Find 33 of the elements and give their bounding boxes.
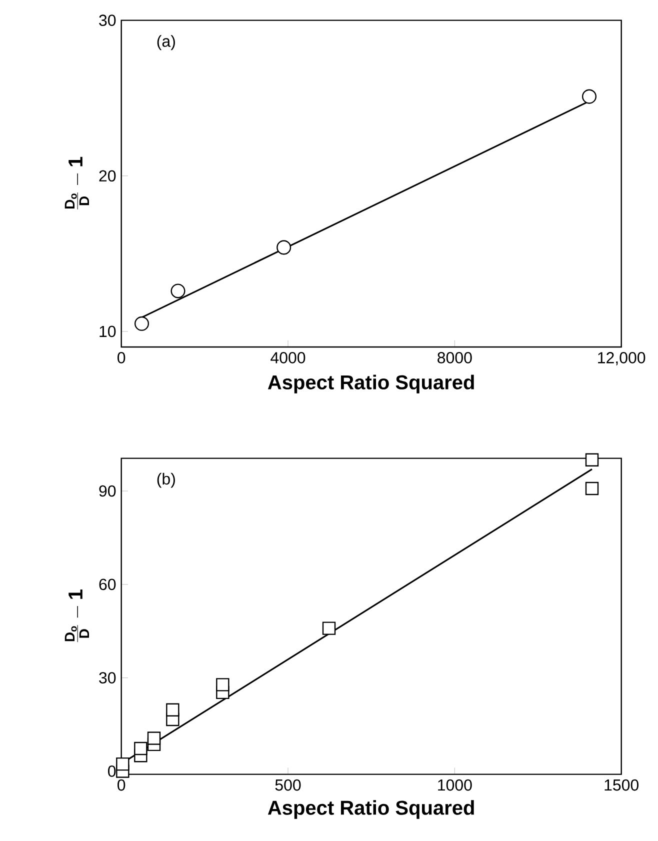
y-tick-label: 30	[99, 672, 116, 684]
annotation: (b)	[157, 472, 175, 488]
point	[116, 757, 130, 771]
point	[585, 453, 599, 466]
point	[216, 678, 230, 692]
y-tick-label: 10	[100, 326, 116, 338]
point	[134, 742, 148, 756]
x-tick-label: 0	[118, 779, 126, 791]
x-tick-label: 8000	[438, 352, 472, 364]
x-tick-label: 4000	[270, 352, 306, 364]
y-axis-title: $\mathbf{\frac{D_o}{D} - 1}$	[64, 156, 90, 210]
x-tick-label: 1500	[604, 779, 639, 791]
x-tick-label: 1000	[438, 779, 472, 791]
y-tick-label: 60	[99, 578, 116, 590]
x-tick-label: 500	[275, 779, 301, 791]
point	[585, 482, 599, 496]
point	[147, 732, 161, 745]
x-tick-label: 12,000	[598, 352, 646, 366]
point	[582, 89, 597, 104]
y-tick-label: 90	[99, 485, 116, 497]
x-tick-label: 0	[118, 352, 126, 364]
x-axis-title: Aspect Ratio Squared	[268, 374, 474, 394]
y-axis-title: $\mathbf{\frac{D_o}{D} - 1}$	[64, 590, 90, 642]
x-axis-title: Aspect Ratio Squared	[268, 800, 474, 819]
point	[166, 703, 180, 716]
y-tick-label: 20	[99, 170, 116, 182]
point	[322, 622, 336, 635]
y-tick-label: 30	[99, 14, 116, 26]
point	[276, 240, 292, 255]
point	[170, 284, 186, 298]
y-tick-label: 0	[108, 766, 116, 777]
annotation: (a)	[157, 35, 175, 50]
point	[134, 316, 150, 331]
